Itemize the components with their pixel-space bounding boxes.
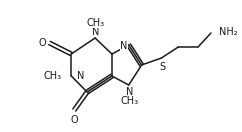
Text: O: O bbox=[70, 115, 78, 125]
Text: O: O bbox=[39, 38, 46, 48]
Text: NH₂: NH₂ bbox=[219, 27, 237, 37]
Text: CH₃: CH₃ bbox=[86, 18, 104, 28]
Text: N: N bbox=[92, 27, 100, 37]
Text: CH₃: CH₃ bbox=[43, 71, 61, 81]
Text: S: S bbox=[159, 62, 166, 72]
Text: CH₃: CH₃ bbox=[121, 96, 139, 106]
Text: N: N bbox=[120, 41, 128, 51]
Text: N: N bbox=[77, 71, 85, 81]
Text: N: N bbox=[126, 87, 133, 97]
